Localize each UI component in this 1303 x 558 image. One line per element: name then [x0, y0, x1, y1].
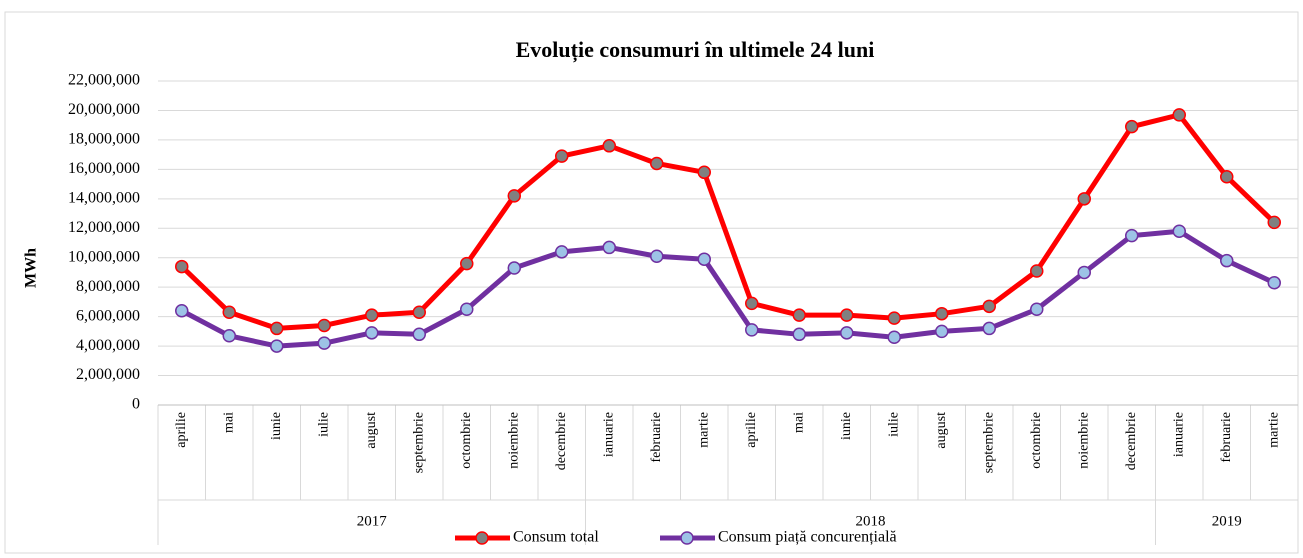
legend-label: Consum piață concurențială	[718, 529, 897, 546]
x-tick-label: octombrie	[459, 412, 474, 469]
y-tick-label: 16,000,000	[68, 160, 140, 177]
data-point	[982, 321, 996, 336]
y-tick-label: 20,000,000	[68, 101, 140, 118]
data-point	[175, 259, 189, 274]
y-tick-label: 22,000,000	[68, 72, 140, 89]
x-tick-label: noiembrie	[1076, 412, 1091, 469]
y-tick-label: 18,000,000	[68, 131, 140, 148]
x-tick-label: februarie	[1219, 412, 1234, 463]
x-tick-label: ianuarie	[1171, 412, 1186, 457]
data-point	[412, 327, 426, 342]
data-point	[1172, 108, 1186, 122]
data-point	[650, 249, 664, 264]
series-line	[180, 228, 1276, 349]
data-point	[1125, 228, 1139, 243]
y-tick-label: 4,000,000	[76, 337, 140, 354]
data-point	[1077, 192, 1091, 206]
data-point	[745, 296, 759, 311]
data-point	[222, 305, 236, 319]
data-point	[412, 305, 426, 319]
x-tick-label: august	[934, 412, 949, 449]
data-point	[460, 256, 474, 271]
x-tick-label: martie	[696, 412, 711, 448]
data-point	[1172, 224, 1186, 238]
data-point	[697, 165, 711, 180]
y-tick-label: 0	[132, 396, 140, 413]
legend-label: Consum total	[513, 529, 599, 546]
data-point	[1267, 215, 1281, 230]
x-tick-label: septembrie	[411, 412, 426, 473]
data-point	[365, 326, 379, 340]
x-tick-label: octombrie	[1029, 412, 1044, 469]
x-tick-label: iunie	[269, 412, 284, 440]
data-point	[222, 329, 236, 343]
data-point	[555, 245, 569, 259]
y-tick-label: 8,000,000	[76, 278, 140, 295]
data-point	[317, 336, 331, 350]
data-point	[1125, 119, 1139, 134]
x-tick-label: aprilie	[744, 412, 759, 448]
data-point	[1030, 264, 1044, 278]
data-point	[1030, 302, 1044, 317]
data-point	[887, 311, 901, 325]
data-point	[507, 189, 521, 203]
x-tick-label: decembrie	[554, 412, 569, 470]
group-label: 2018	[856, 513, 886, 529]
series-line	[180, 112, 1276, 331]
data-point	[1220, 169, 1234, 184]
data-point	[270, 321, 284, 336]
y-tick-label: 14,000,000	[68, 189, 140, 206]
chart-border	[4, 11, 1299, 554]
data-point	[1220, 253, 1234, 268]
y-tick-label: 12,000,000	[68, 219, 140, 236]
group-label: 2017	[357, 513, 388, 529]
x-tick-label: august	[364, 412, 379, 449]
data-point	[792, 327, 806, 342]
x-tick-label: septembrie	[981, 412, 996, 473]
group-label: 2019	[1212, 513, 1242, 529]
y-tick-label: 6,000,000	[76, 307, 140, 324]
x-tick-label: martie	[1266, 412, 1281, 448]
data-point	[1267, 276, 1281, 290]
data-point	[982, 299, 996, 314]
data-point	[935, 306, 949, 321]
x-tick-label: iunie	[839, 412, 854, 440]
x-tick-label: mai	[221, 412, 236, 433]
data-point	[840, 326, 854, 340]
data-point	[745, 323, 759, 337]
data-point	[650, 156, 664, 171]
data-point	[175, 303, 189, 318]
x-tick-label: mai	[791, 412, 806, 433]
data-point	[317, 318, 331, 333]
data-point	[507, 261, 521, 275]
data-point	[460, 302, 474, 317]
data-point	[887, 330, 901, 345]
x-tick-label: decembrie	[1124, 412, 1139, 470]
legend-marker	[680, 531, 694, 545]
chart-title: Evoluție consumuri în ultimele 24 luni	[516, 37, 875, 63]
y-axis-label: MWh	[23, 248, 40, 288]
data-point	[270, 339, 284, 353]
data-point	[935, 324, 949, 339]
y-tick-label: 2,000,000	[76, 366, 140, 383]
x-tick-label: ianuarie	[601, 412, 616, 457]
x-tick-label: iulie	[886, 412, 901, 437]
data-point	[555, 149, 569, 163]
y-tick-label: 10,000,000	[68, 248, 140, 265]
data-point	[792, 308, 806, 322]
data-point	[602, 240, 616, 255]
legend-marker	[475, 531, 489, 545]
data-point	[697, 252, 711, 266]
data-point	[602, 139, 616, 153]
data-point	[840, 308, 854, 322]
x-tick-label: aprilie	[174, 412, 189, 448]
x-tick-label: iulie	[316, 412, 331, 437]
x-tick-label: noiembrie	[506, 412, 521, 469]
data-point	[365, 308, 379, 322]
data-point	[1077, 265, 1091, 280]
x-tick-label: februarie	[649, 412, 664, 463]
